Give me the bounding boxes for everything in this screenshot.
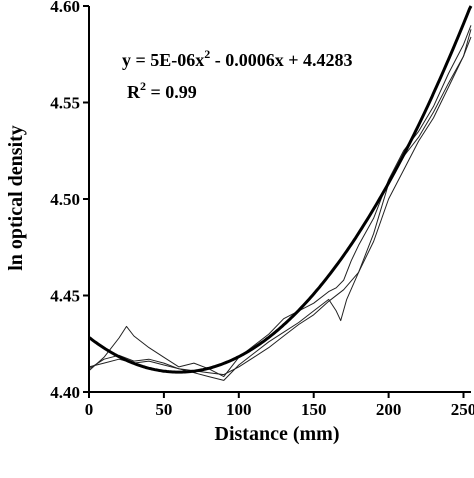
y-axis-label: ln optical density <box>5 125 27 271</box>
x-axis-label: Distance (mm) <box>215 423 340 445</box>
y-tick-label: 4.50 <box>50 190 80 209</box>
y-tick-label: 4.55 <box>50 94 80 113</box>
data-series-line-3 <box>88 36 472 376</box>
fit-equation: y = 5E-06x2 - 0.0006x + 4.4283 <box>122 47 353 70</box>
x-tick-label: 50 <box>155 400 172 419</box>
r-squared-label: R2 = 0.99 <box>127 79 197 102</box>
y-tick-label: 4.40 <box>50 383 80 402</box>
x-tick-label: 100 <box>226 400 252 419</box>
x-tick-label: 0 <box>85 400 94 419</box>
axis-ticks-group: 0 50 100 150 200 250 4.40 4.45 4.50 4.55 4.60 <box>50 0 474 419</box>
data-series-line-2 <box>88 29 472 381</box>
data-series-line-1 <box>88 25 472 378</box>
y-tick-label: 4.45 <box>50 287 80 306</box>
y-tick-label: 4.60 <box>50 0 80 16</box>
quadratic-fit-curve <box>88 5 473 374</box>
x-tick-label: 200 <box>376 400 402 419</box>
x-tick-label: 150 <box>301 400 327 419</box>
x-tick-label: 250 <box>451 400 474 419</box>
